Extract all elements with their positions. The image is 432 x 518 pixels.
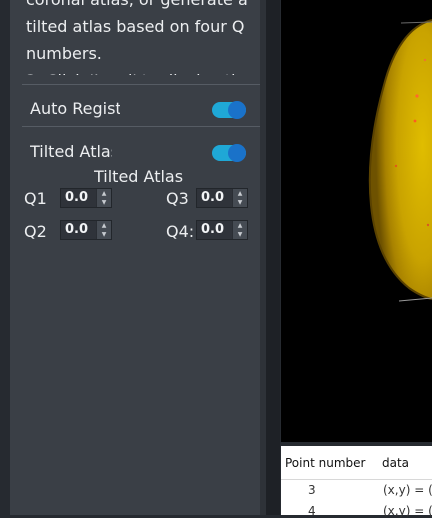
q4-spinbox[interactable]: 0.0 ▲ ▼ <box>196 220 248 240</box>
tilted-atlas-row: Tilted Atlas <box>30 142 252 164</box>
q2-spinbox[interactable]: 0.0 ▲ ▼ <box>60 220 112 240</box>
image-viewer[interactable] <box>281 0 432 442</box>
point-number-header[interactable]: Point number <box>281 446 382 478</box>
spin-arrows: ▲ ▼ <box>96 189 111 207</box>
toggle-knob <box>228 101 246 119</box>
auto-registration-row: Auto Registration <box>30 99 252 121</box>
table-cell-point[interactable]: 4 <box>308 504 316 518</box>
instruction-line: tilted atlas based on four Q <box>26 17 245 36</box>
toggle-knob <box>228 144 246 162</box>
q1-spinbox[interactable]: 0.0 ▲ ▼ <box>60 188 112 208</box>
spin-arrows: ▲ ▼ <box>96 221 111 239</box>
instruction-line: 3. Click 'Load' to display the <box>26 67 251 75</box>
spin-up-icon[interactable]: ▲ <box>237 222 243 229</box>
tilted-atlas-label: Tilted Atlas <box>30 142 112 161</box>
spin-arrows: ▲ ▼ <box>232 221 247 239</box>
q4-value[interactable]: 0.0 <box>201 222 225 237</box>
spin-down-icon[interactable]: ▼ <box>237 231 243 238</box>
instruction-line: numbers. <box>26 44 102 63</box>
points-table[interactable]: Point number data 3 (x,y) = ( 4 (x,y) = … <box>281 446 432 518</box>
auto-registration-label: Auto Registration <box>30 99 120 118</box>
auto-registration-toggle[interactable] <box>212 101 246 119</box>
q1-label: Q1 <box>24 189 47 208</box>
spin-down-icon[interactable]: ▼ <box>101 231 107 238</box>
tilted-atlas-toggle[interactable] <box>212 144 246 162</box>
q3-label: Q3 <box>166 189 189 208</box>
left-control-panel: coronal atlas, or generate a tilted atla… <box>10 0 260 515</box>
header-separator <box>281 479 432 480</box>
table-cell-data[interactable]: (x,y) = ( <box>383 504 432 518</box>
spin-up-icon[interactable]: ▲ <box>101 222 107 229</box>
data-header[interactable]: data <box>378 446 432 478</box>
instructions-text: coronal atlas, or generate a tilted atla… <box>26 0 251 75</box>
q2-value[interactable]: 0.0 <box>65 222 89 237</box>
spin-up-icon[interactable]: ▲ <box>101 190 107 197</box>
divider <box>22 126 260 127</box>
spin-arrows: ▲ ▼ <box>232 189 247 207</box>
q3-spinbox[interactable]: 0.0 ▲ ▼ <box>196 188 248 208</box>
brain-section-image <box>368 19 432 302</box>
table-cell-data[interactable]: (x,y) = ( <box>383 483 432 497</box>
panel-scroll-strip <box>266 0 280 515</box>
spin-up-icon[interactable]: ▲ <box>237 190 243 197</box>
q2-label: Q2 <box>24 222 47 241</box>
instruction-line: coronal atlas, or generate a <box>26 0 251 13</box>
spin-down-icon[interactable]: ▼ <box>101 199 107 206</box>
table-cell-point[interactable]: 3 <box>308 483 316 497</box>
divider <box>22 84 260 85</box>
q4-label: Q4: <box>166 222 195 241</box>
panel-splitter[interactable] <box>260 0 266 515</box>
tilted-atlas-title: Tilted Atlas <box>94 167 184 184</box>
q1-value[interactable]: 0.0 <box>65 190 89 205</box>
q3-value[interactable]: 0.0 <box>201 190 225 205</box>
spin-down-icon[interactable]: ▼ <box>237 199 243 206</box>
